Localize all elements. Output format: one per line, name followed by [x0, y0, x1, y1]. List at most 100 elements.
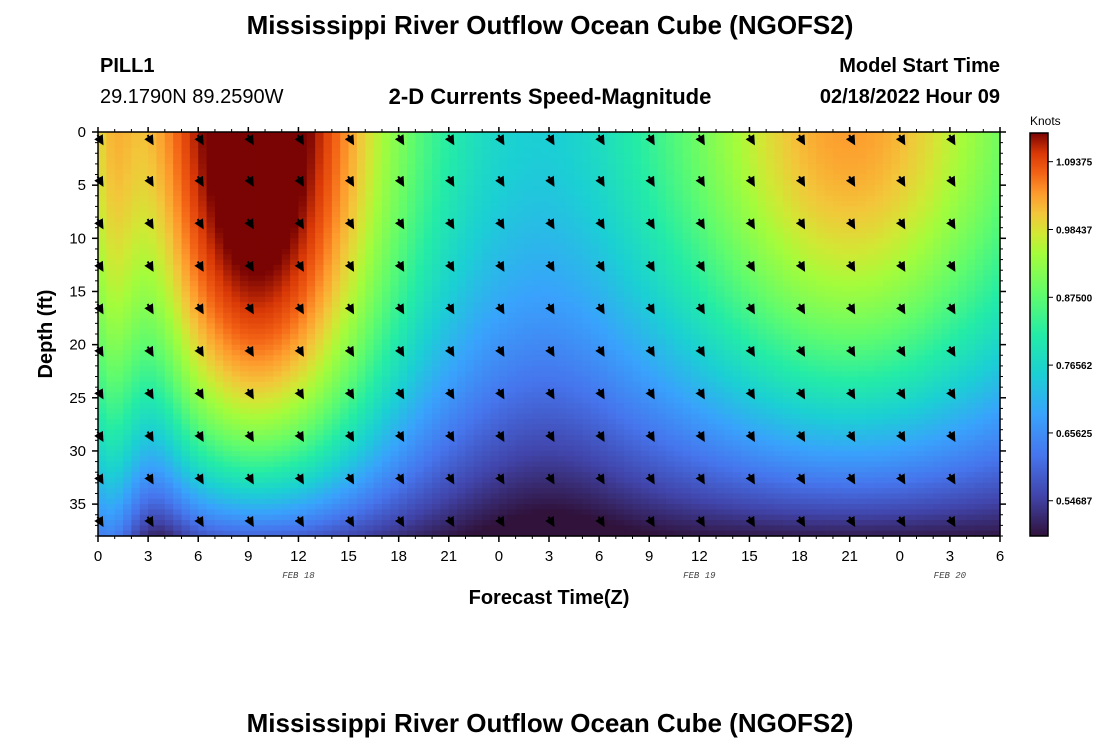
heatmap-cell	[599, 312, 609, 319]
heatmap-cell	[123, 520, 133, 526]
heatmap-cell	[223, 222, 233, 229]
heatmap-cell	[457, 296, 467, 303]
heatmap-cell	[323, 233, 333, 239]
heatmap-cell	[549, 158, 558, 165]
heatmap-cell	[574, 482, 584, 489]
heatmap-cell	[273, 466, 283, 473]
heatmap-cell	[123, 201, 133, 208]
heatmap-cell	[482, 137, 492, 144]
heatmap-cell	[590, 179, 600, 186]
heatmap-cell	[473, 147, 483, 154]
heatmap-cell	[390, 190, 400, 197]
heatmap-cell	[331, 493, 341, 500]
heatmap-cell	[523, 270, 533, 277]
heatmap-cell	[640, 286, 650, 293]
heatmap-cell	[290, 349, 300, 356]
heatmap-cell	[532, 302, 542, 309]
heatmap-cell	[290, 132, 300, 138]
heatmap-cell	[599, 147, 609, 154]
heatmap-cell	[624, 259, 634, 266]
heatmap-cell	[565, 217, 575, 223]
heatmap-cell	[98, 371, 107, 378]
heatmap-cell	[306, 339, 316, 346]
heatmap-cell	[164, 227, 174, 234]
heatmap-cell	[490, 275, 500, 282]
heatmap-cell	[624, 504, 634, 511]
heatmap-cell	[373, 312, 383, 319]
heatmap-cell	[498, 158, 508, 165]
heatmap-cell	[432, 466, 442, 473]
heatmap-cell	[640, 328, 650, 335]
heatmap-cell	[148, 488, 158, 495]
heatmap-cell	[574, 477, 584, 484]
heatmap-cell	[549, 211, 558, 218]
heatmap-cell	[265, 243, 274, 250]
heatmap-cell	[106, 328, 116, 335]
heatmap-cell	[407, 498, 416, 505]
heatmap-cell	[106, 259, 116, 266]
heatmap-cell	[490, 482, 500, 489]
heatmap-cell	[582, 424, 592, 431]
heatmap-cell	[415, 477, 425, 484]
heatmap-cell	[624, 509, 634, 516]
heatmap-cell	[532, 132, 542, 138]
heatmap-cell	[239, 530, 249, 537]
heatmap-cell	[415, 280, 425, 287]
heatmap-cell	[398, 286, 408, 293]
heatmap-cell	[557, 243, 567, 250]
heatmap-cell	[156, 450, 166, 457]
heatmap-cell	[356, 222, 366, 229]
heatmap-cell	[381, 142, 391, 149]
heatmap-cell	[164, 504, 174, 511]
heatmap-cell	[281, 498, 291, 505]
heatmap-cell	[624, 429, 634, 436]
heatmap-cell	[298, 408, 308, 415]
heatmap-cell	[423, 147, 433, 154]
heatmap-cell	[248, 248, 258, 255]
heatmap-cell	[373, 339, 383, 346]
heatmap-cell	[590, 264, 600, 271]
heatmap-cell	[356, 498, 366, 505]
heatmap-cell	[407, 190, 416, 197]
heatmap-cell	[407, 371, 416, 378]
heatmap-cell	[189, 302, 199, 309]
heatmap-cell	[473, 387, 483, 394]
heatmap-cell	[139, 445, 149, 452]
heatmap-cell	[473, 328, 483, 335]
heatmap-cell	[123, 424, 133, 431]
heatmap-cell	[432, 344, 442, 351]
heatmap-cell	[198, 286, 208, 293]
heatmap-cell	[114, 520, 124, 526]
heatmap-cell	[549, 201, 558, 208]
heatmap-cell	[540, 328, 550, 335]
heatmap-cell	[265, 493, 274, 500]
heatmap-cell	[340, 270, 350, 277]
heatmap-cell	[624, 381, 634, 388]
heatmap-cell	[523, 132, 533, 138]
heatmap-cell	[373, 413, 383, 420]
heatmap-cell	[607, 153, 617, 160]
heatmap-cell	[265, 530, 274, 537]
heatmap-cell	[281, 482, 291, 489]
heatmap-cell	[407, 318, 416, 324]
heatmap-cell	[248, 142, 258, 149]
heatmap-cell	[290, 376, 300, 383]
heatmap-cell	[515, 429, 525, 436]
heatmap-cell	[223, 392, 233, 399]
heatmap-cell	[265, 456, 274, 463]
heatmap-cell	[123, 243, 133, 250]
heatmap-cell	[407, 509, 416, 516]
heatmap-cell	[457, 450, 467, 457]
heatmap-cell	[523, 349, 533, 356]
heatmap-cell	[173, 280, 183, 287]
heatmap-cell	[365, 227, 375, 234]
heatmap-cell	[390, 201, 400, 208]
heatmap-cell	[440, 248, 450, 255]
heatmap-cell	[214, 440, 224, 447]
heatmap-cell	[323, 365, 333, 372]
heatmap-cell	[156, 185, 166, 192]
heatmap-cell	[498, 440, 508, 447]
heatmap-cell	[139, 413, 149, 420]
heatmap-cell	[231, 349, 241, 356]
heatmap-cell	[273, 450, 283, 457]
